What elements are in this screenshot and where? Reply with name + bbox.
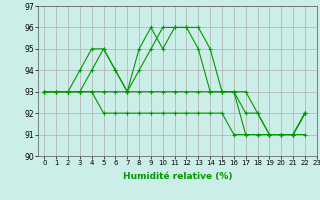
X-axis label: Humidité relative (%): Humidité relative (%) [123, 172, 232, 181]
